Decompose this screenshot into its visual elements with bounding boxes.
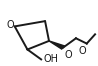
Text: OH: OH bbox=[43, 54, 58, 64]
Text: O: O bbox=[6, 20, 14, 30]
Polygon shape bbox=[49, 41, 65, 49]
Text: O: O bbox=[64, 50, 72, 60]
Text: O: O bbox=[78, 46, 86, 56]
